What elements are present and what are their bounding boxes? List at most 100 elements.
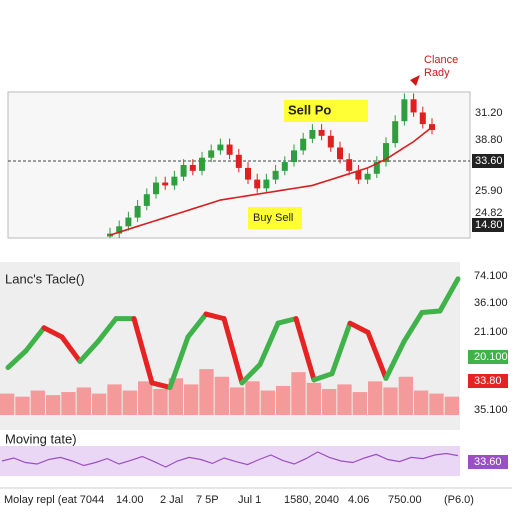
candle-body xyxy=(300,138,307,151)
candle-body xyxy=(272,170,279,180)
line-segment xyxy=(23,325,47,354)
annotation: Buy Sell xyxy=(253,212,293,224)
price-label: 38.80 xyxy=(475,134,503,146)
candle-body xyxy=(346,159,353,171)
line-segment xyxy=(401,309,425,345)
trend-line xyxy=(109,126,433,236)
candle-body xyxy=(419,112,426,125)
price-label: 33.60 xyxy=(475,155,503,167)
price-label: 25.90 xyxy=(475,185,503,197)
volume-bar xyxy=(245,381,260,415)
line-segment xyxy=(41,325,65,340)
line-segment xyxy=(95,316,119,345)
footer-label: 2 Jal xyxy=(160,494,183,506)
candle-body xyxy=(153,182,159,195)
panel-title: Lanc's Tacle() xyxy=(5,271,85,286)
candle-body xyxy=(291,150,297,163)
line-segment xyxy=(77,339,101,364)
side-label: 33.60 xyxy=(474,456,502,468)
candle-body xyxy=(199,157,205,171)
price-tag xyxy=(472,218,504,232)
side-tag xyxy=(468,350,508,364)
side-label: 20.100 xyxy=(474,351,508,363)
volume-bar xyxy=(199,369,214,415)
side-tag xyxy=(468,455,508,469)
arrow xyxy=(410,75,420,86)
volume-bar xyxy=(15,396,30,415)
volume-bar xyxy=(61,392,76,415)
volume-bar xyxy=(46,395,61,415)
candle-body xyxy=(208,150,215,158)
side-label: 33.80 xyxy=(474,375,502,387)
candle-body xyxy=(171,176,178,186)
volume-bar xyxy=(414,390,429,415)
candle-body xyxy=(134,205,141,218)
line-segment xyxy=(275,316,299,326)
candle-body xyxy=(254,179,261,189)
volume-bar xyxy=(429,393,444,415)
candle-body xyxy=(217,144,224,151)
volume-bar xyxy=(184,384,199,415)
side-label: 21.100 xyxy=(474,326,508,338)
volume-bar xyxy=(107,384,122,415)
volume-bar xyxy=(30,390,45,415)
volume-bar xyxy=(337,384,352,415)
price-tag xyxy=(472,154,504,168)
line-segment xyxy=(5,348,29,371)
candle-body xyxy=(245,167,251,180)
volume-bar xyxy=(138,381,153,415)
candle-body xyxy=(180,165,187,177)
volume-bar xyxy=(0,393,15,415)
candle-body xyxy=(143,194,150,206)
line-segment xyxy=(419,308,443,315)
volume-bar xyxy=(122,390,137,415)
line-segment xyxy=(203,311,227,322)
volume-bar xyxy=(383,387,398,415)
line-segment xyxy=(185,311,209,340)
volume-bar xyxy=(276,385,291,415)
volume-bar xyxy=(398,376,413,415)
volume-bar xyxy=(230,387,245,415)
line-segment xyxy=(311,371,335,383)
volume-bar xyxy=(291,372,306,415)
line-segment xyxy=(383,339,407,381)
candle-body xyxy=(318,129,325,136)
footer-label: 4.06 xyxy=(348,494,369,506)
candle-body xyxy=(355,170,362,180)
footer-label: 14.00 xyxy=(116,494,144,506)
volume-bar xyxy=(444,396,459,415)
side-label: 74.100 xyxy=(474,270,508,282)
footer-label: Molay repl (eat 7044 xyxy=(4,494,104,506)
footer-label: 750.00 xyxy=(388,494,422,506)
footer-label: (P6.0) xyxy=(444,494,474,506)
volume-bar xyxy=(76,387,91,415)
candle-body xyxy=(392,121,399,144)
candle-body xyxy=(327,135,334,148)
candle-body xyxy=(309,129,316,139)
annotation-box xyxy=(284,100,368,122)
annotation: Sell Po xyxy=(288,102,331,117)
candle-body xyxy=(263,179,270,189)
volume-bar xyxy=(306,382,321,415)
candle-body xyxy=(383,143,389,163)
volume-bar xyxy=(352,392,367,415)
footer-label: 1580, 2040 xyxy=(284,494,339,506)
line-segment xyxy=(257,320,281,368)
candle-body xyxy=(116,226,123,234)
side-tag xyxy=(468,374,508,388)
candle-body xyxy=(410,99,417,113)
line-segment xyxy=(365,329,389,381)
candle-body xyxy=(281,162,288,171)
annotation: Clance xyxy=(424,54,458,66)
candle-body xyxy=(189,165,196,171)
line-segment xyxy=(347,320,371,335)
panel-title: Moving tate) xyxy=(5,431,77,446)
line-segment xyxy=(221,316,245,386)
oscillator-panel xyxy=(0,446,460,476)
volume-bar xyxy=(322,388,337,415)
line-segment xyxy=(167,334,191,390)
line-segment xyxy=(293,316,317,383)
candle-body xyxy=(162,182,169,186)
volume-bar xyxy=(368,381,383,415)
